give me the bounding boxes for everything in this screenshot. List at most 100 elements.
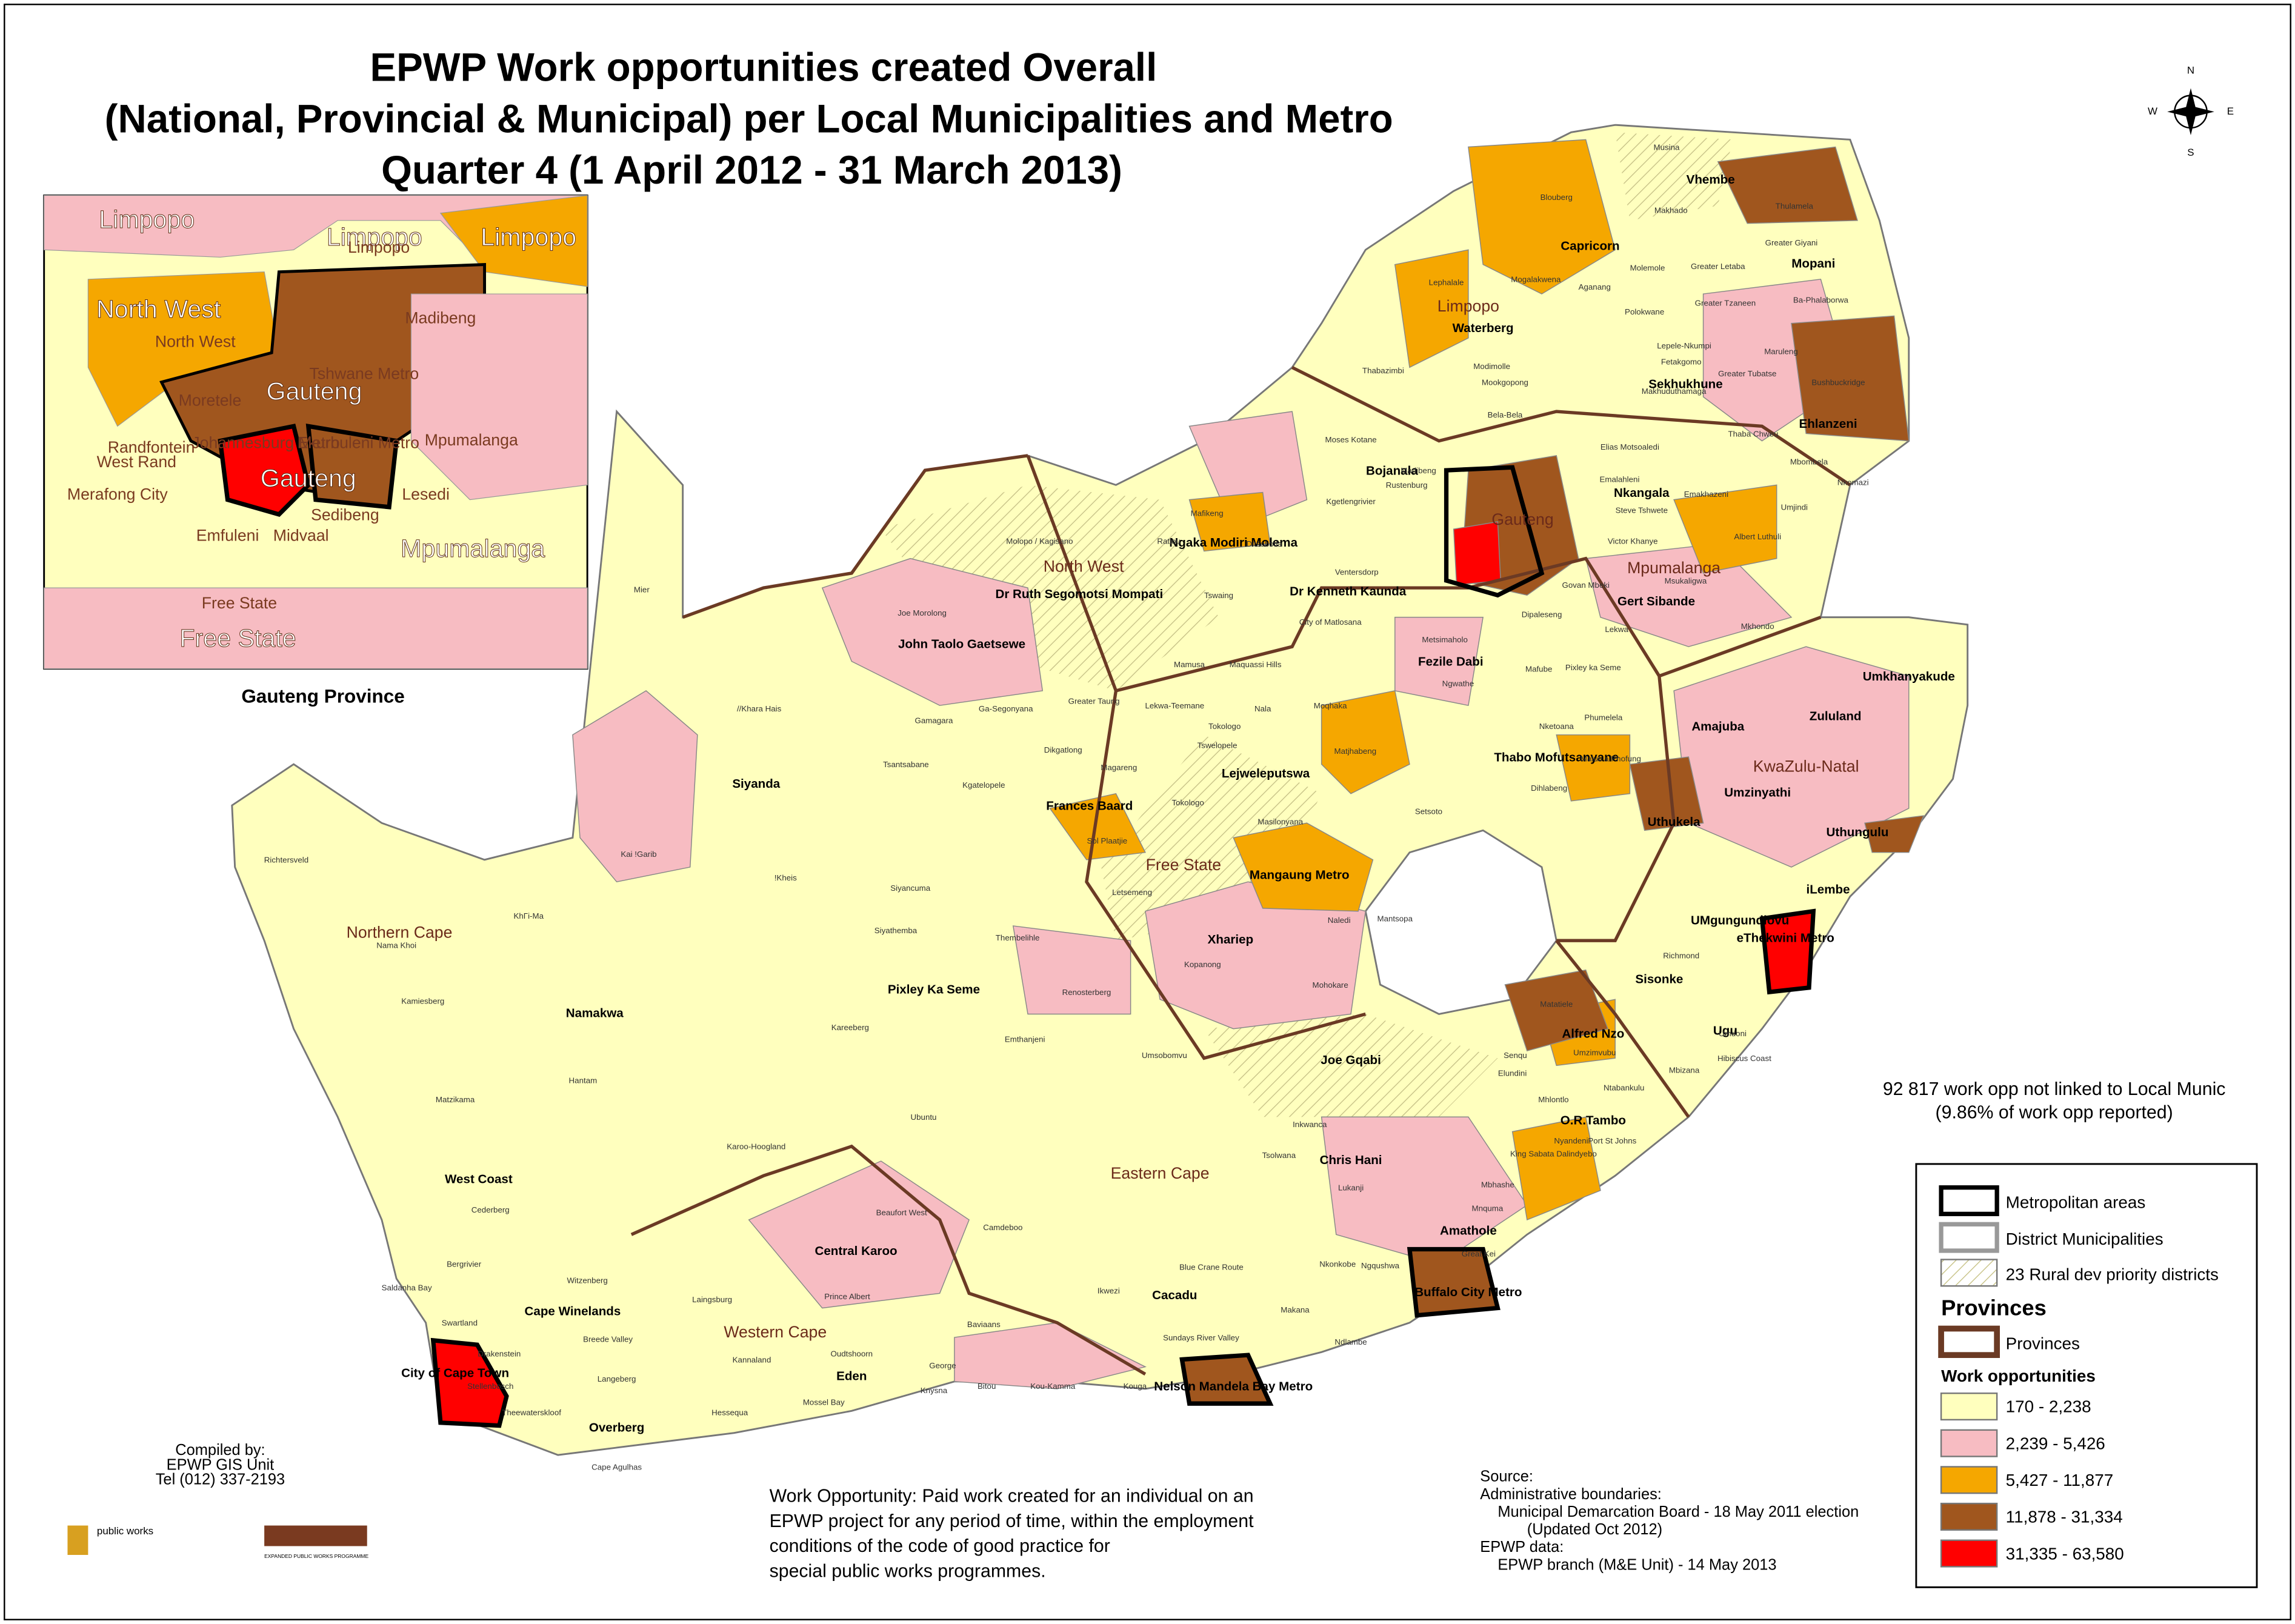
inset-caption: Gauteng Province bbox=[241, 685, 404, 707]
district-label: City of Cape Town bbox=[401, 1366, 509, 1380]
province-border bbox=[1658, 616, 1822, 678]
municipality-label: Lephalale bbox=[1429, 278, 1464, 287]
inset-area bbox=[439, 195, 588, 287]
municipal-area bbox=[572, 690, 698, 883]
legend-label: 2,239 - 5,426 bbox=[2006, 1434, 2105, 1453]
municipality-label: Umzimvubu bbox=[1573, 1048, 1616, 1057]
district-label: Dr Kenneth Kaunda bbox=[1290, 584, 1407, 598]
municipality-label: Mbombela bbox=[1790, 457, 1828, 466]
district-label: Cape Winelands bbox=[525, 1305, 621, 1319]
municipal-area bbox=[1717, 146, 1858, 224]
municipal-area bbox=[1556, 734, 1631, 802]
municipality-label: Dihlabeng bbox=[1531, 784, 1567, 793]
district-label: Umzinyathi bbox=[1724, 786, 1791, 800]
inset-label: Limpopo bbox=[327, 223, 422, 251]
municipality-label: Nkomazi bbox=[1837, 478, 1869, 487]
municipality-label: Port St Johns bbox=[1588, 1136, 1636, 1145]
municipality-label: Ikwezi bbox=[1098, 1286, 1120, 1295]
province-border bbox=[1026, 454, 1367, 1060]
municipality-label: City of Matlosana bbox=[1299, 617, 1362, 627]
district-label: Joe Gqabi bbox=[1321, 1053, 1381, 1067]
inset-label: Limpopo bbox=[481, 223, 576, 251]
municipality-label: Tswaing bbox=[1204, 591, 1233, 600]
municipality-label: Mossel Bay bbox=[803, 1398, 845, 1407]
municipality-label: Moqhaka bbox=[1314, 701, 1347, 710]
municipality-label: Kouga bbox=[1124, 1382, 1147, 1391]
municipality-label: Mantsopa bbox=[1377, 914, 1413, 923]
municipality-label: Tokologo bbox=[1208, 722, 1241, 731]
municipality-label: Greater Tubatse bbox=[1718, 369, 1776, 378]
district-label: Bojanala bbox=[1366, 464, 1418, 478]
municipality-label: Matatiele bbox=[1540, 999, 1573, 1008]
municipality-label: Ventersdorp bbox=[1335, 567, 1379, 576]
municipality-label: Greater Letaba bbox=[1691, 262, 1745, 271]
municipality-label: Magareng bbox=[1101, 763, 1137, 772]
municipality-label: Mohokare bbox=[1313, 980, 1348, 990]
district-label: Pixley Ka Seme bbox=[888, 983, 980, 997]
municipality-label: Nala bbox=[1254, 704, 1271, 713]
municipal-area bbox=[1321, 690, 1410, 794]
municipality-label: Madibeng bbox=[1401, 466, 1436, 475]
inset-area bbox=[218, 424, 311, 517]
metro-outline bbox=[1407, 1246, 1501, 1318]
district-label: Nelson Mandela Bay Metro bbox=[1154, 1379, 1313, 1393]
municipality-label: George bbox=[929, 1361, 956, 1370]
district-label: Nkangala bbox=[1614, 486, 1670, 500]
district-label: Central Karoo bbox=[814, 1244, 897, 1258]
municipality-label: Victor Khanye bbox=[1608, 536, 1658, 545]
province-borders bbox=[630, 365, 1851, 1376]
legend-label: 5,427 - 11,877 bbox=[2006, 1471, 2114, 1489]
definition-line: conditions of the code of good practice … bbox=[770, 1536, 1110, 1556]
municipality-label: Bergrivier bbox=[447, 1260, 482, 1269]
district-label: Chris Hani bbox=[1320, 1153, 1382, 1167]
logo-text: EXPANDED PUBLIC WORKS PROGRAMME bbox=[264, 1553, 368, 1559]
municipality-label: Richtersveld bbox=[264, 856, 308, 865]
municipality-label: Musina bbox=[1654, 142, 1680, 151]
district-label: Siyanda bbox=[732, 777, 780, 791]
legend-swatch bbox=[1940, 1429, 1998, 1457]
municipal-area bbox=[1145, 881, 1367, 1030]
municipality-label: Senqu bbox=[1504, 1051, 1527, 1060]
legend-label: 31,335 - 63,580 bbox=[2006, 1544, 2124, 1563]
province-border bbox=[682, 454, 1028, 619]
legend-swatch bbox=[1940, 1539, 1998, 1568]
municipality-label: Mnquma bbox=[1471, 1203, 1503, 1213]
inset-small-label: Moretele bbox=[179, 391, 242, 409]
municipality-label: Beaufort West bbox=[876, 1208, 927, 1217]
province-border bbox=[1115, 556, 1676, 942]
municipality-label: Tsolwana bbox=[1262, 1151, 1296, 1160]
district-label: Lejweleputswa bbox=[1222, 767, 1310, 780]
municipality-label: Elias Motsoaledi bbox=[1601, 442, 1659, 451]
district-label: Xhariep bbox=[1208, 933, 1254, 947]
municipality-label: Mier bbox=[634, 585, 650, 594]
province-label: Gauteng bbox=[1491, 510, 1553, 528]
municipality-label: King Sabata Dalindyebo bbox=[1510, 1150, 1597, 1159]
municipal-area bbox=[1468, 139, 1616, 295]
municipality-label: Kannaland bbox=[733, 1355, 771, 1364]
source-line: Administrative boundaries: bbox=[1480, 1486, 1662, 1503]
title-line: (National, Provincial & Municipal) per L… bbox=[105, 96, 1393, 141]
title-line: Quarter 4 (1 April 2012 - 31 March 2013) bbox=[381, 148, 1122, 192]
district-label: Capricorn bbox=[1561, 239, 1619, 253]
district-label: Sisonke bbox=[1635, 973, 1683, 987]
municipality-label: Ndlambe bbox=[1334, 1337, 1367, 1346]
municipality-label: Steve Tshwete bbox=[1616, 505, 1668, 514]
district-label: Fezile Dabi bbox=[1418, 655, 1484, 669]
municipality-label: Tsantsabane bbox=[883, 760, 929, 769]
municipality-label: Mafube bbox=[1525, 664, 1552, 673]
legend-label: Metropolitan areas bbox=[2006, 1193, 2146, 1212]
district-label: Buffalo City Metro bbox=[1414, 1285, 1522, 1299]
municipality-label: Cape Agulhas bbox=[591, 1462, 642, 1471]
municipality-label: Kopanong bbox=[1184, 960, 1221, 969]
municipality-label: Baviaans bbox=[967, 1320, 1001, 1329]
legend-swatch bbox=[1938, 1325, 2000, 1359]
legend-heading: Work opportunities bbox=[1941, 1366, 2096, 1385]
district-label: Overberg bbox=[589, 1420, 645, 1434]
municipality-label: Thulamela bbox=[1776, 201, 1814, 210]
municipality-label: Stellenbosch bbox=[467, 1382, 513, 1391]
legend-swatch bbox=[1939, 1222, 1999, 1253]
municipality-label: Matzikama bbox=[436, 1095, 475, 1104]
district-label: Thabo Mofutsanyane bbox=[1494, 750, 1619, 764]
district-label: UMgungundlovu bbox=[1691, 914, 1789, 928]
